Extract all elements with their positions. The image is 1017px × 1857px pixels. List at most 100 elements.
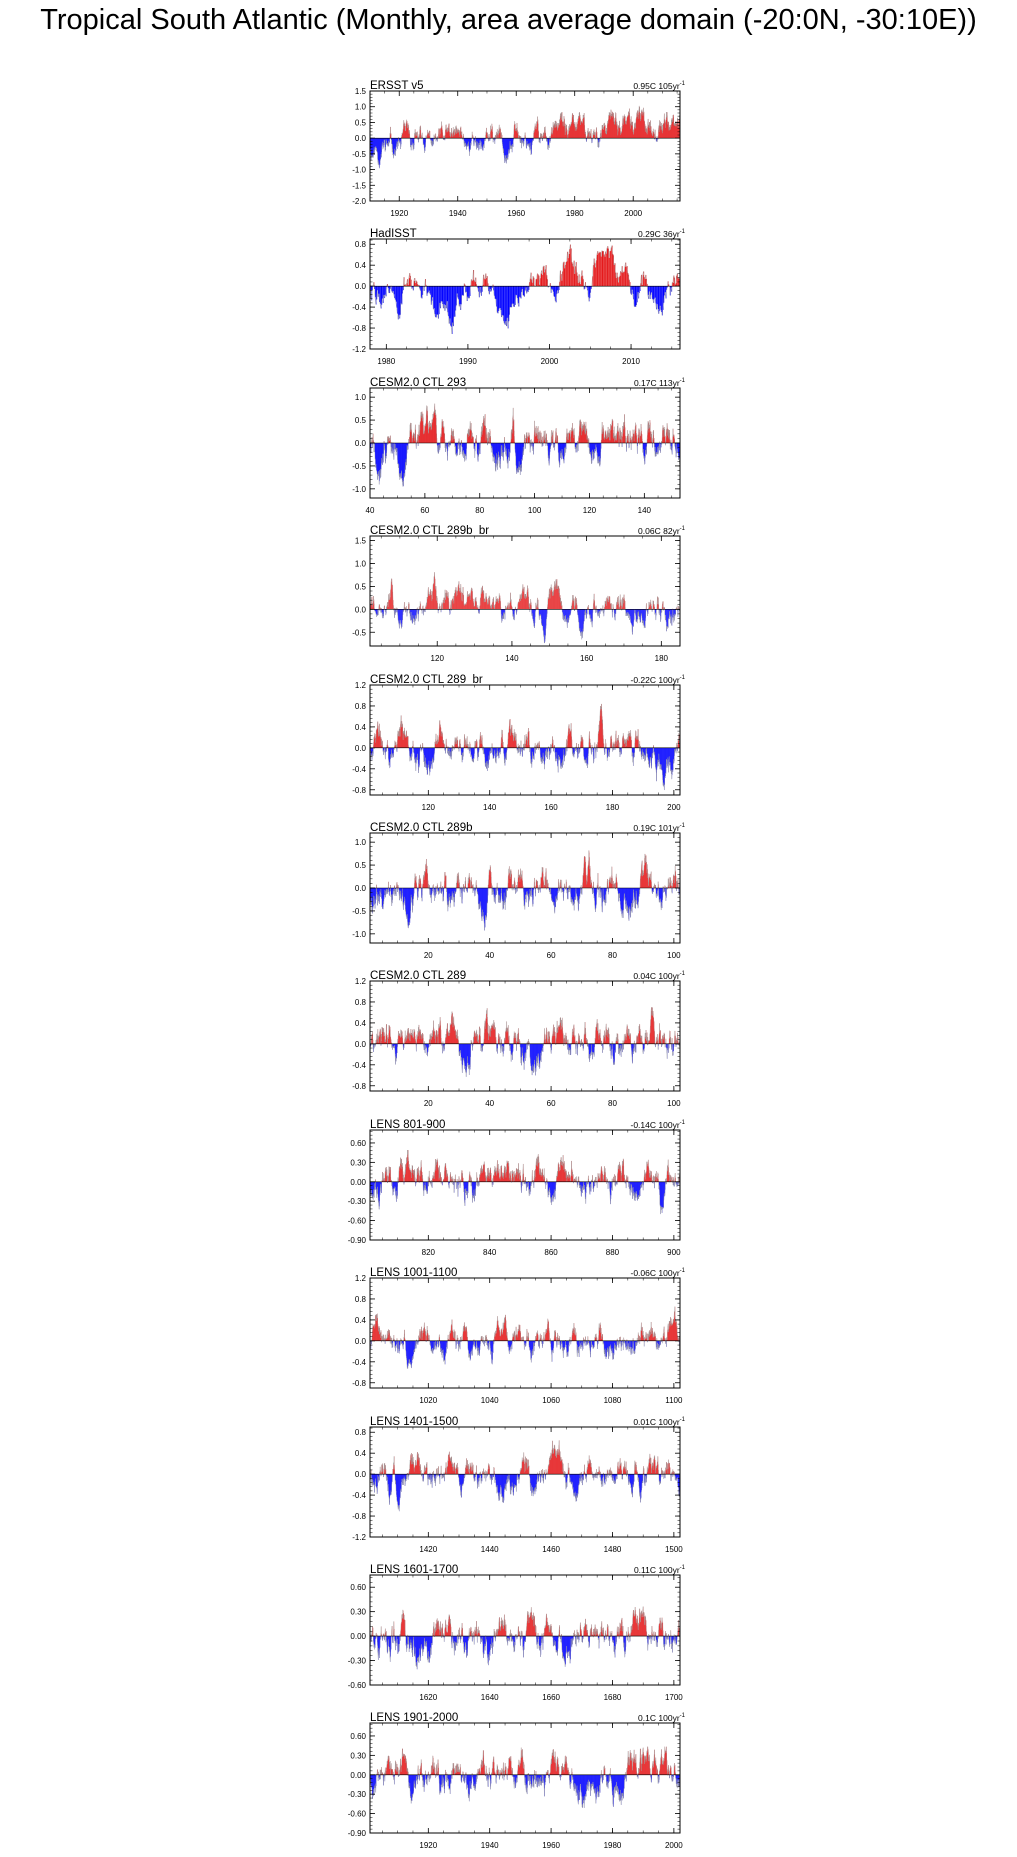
anomaly-bar bbox=[557, 286, 559, 291]
anomaly-bar bbox=[576, 272, 578, 287]
anomaly-bar bbox=[446, 286, 447, 309]
panel-title: CESM2.0 CTL 289b_br bbox=[370, 525, 490, 538]
anomaly-bar bbox=[443, 286, 444, 309]
anomaly-bar bbox=[432, 286, 434, 298]
anomaly-bar bbox=[601, 256, 602, 287]
anomaly-bar bbox=[619, 276, 621, 287]
anomaly-bar bbox=[570, 244, 571, 287]
anomaly-bar bbox=[640, 283, 642, 287]
anomaly-bar bbox=[387, 284, 388, 287]
anomaly-bar bbox=[624, 267, 626, 287]
anomaly-bar bbox=[431, 286, 432, 306]
anomaly-bar bbox=[436, 286, 438, 315]
anomaly-bar bbox=[638, 286, 640, 299]
anomaly-bar bbox=[558, 286, 560, 291]
anomaly-bar bbox=[491, 286, 492, 291]
x-tick-label: 60 bbox=[420, 506, 429, 515]
chart-plot: -0.5 0.0 0.5 1.0 1.5 120 140 160 180 bbox=[352, 535, 681, 663]
y-tick-label: -0.5 bbox=[352, 462, 366, 471]
anomaly-bar bbox=[416, 282, 418, 287]
anomaly-bar bbox=[455, 286, 457, 311]
x-tick-label: 160 bbox=[580, 654, 594, 663]
anomaly-bar bbox=[468, 286, 470, 299]
anomaly-bar bbox=[454, 286, 456, 318]
anomaly-bar bbox=[411, 286, 413, 290]
anomaly-bar bbox=[370, 286, 372, 291]
anomaly-bar bbox=[578, 274, 580, 287]
anomaly-bar bbox=[412, 286, 414, 288]
anomaly-bar bbox=[456, 286, 458, 294]
anomaly-bar bbox=[470, 285, 472, 287]
chart-plot: -2.0 -1.5 -1.0 -0.5 0.0 0.5 1.0 1.5 1920 1940 1960… bbox=[352, 87, 681, 218]
anomaly-bar bbox=[647, 286, 649, 296]
y-tick-label: -0.8 bbox=[352, 324, 366, 333]
y-tick-label: 1.0 bbox=[355, 103, 367, 112]
y-tick-label: 0.0 bbox=[355, 606, 367, 615]
anomaly-bar bbox=[603, 251, 604, 287]
anomaly-bar bbox=[604, 257, 606, 287]
anomaly-bar bbox=[420, 286, 421, 292]
anomaly-bar bbox=[499, 286, 501, 309]
x-tick-label: 2010 bbox=[622, 357, 640, 366]
anomaly-bar bbox=[568, 258, 569, 287]
anomaly-bar bbox=[431, 286, 433, 301]
anomaly-bar bbox=[599, 252, 601, 287]
anomaly-bar bbox=[590, 286, 592, 294]
panel-trend-label: 0.17C 113yr-1 bbox=[634, 378, 685, 388]
anomaly-bar bbox=[507, 286, 508, 319]
anomaly-bar bbox=[625, 263, 627, 287]
anomaly-bar bbox=[629, 280, 630, 287]
anomaly-bar bbox=[504, 286, 506, 326]
x-tick-label: 120 bbox=[431, 654, 445, 663]
anomaly-bar bbox=[378, 286, 380, 295]
anomaly-bar bbox=[568, 254, 570, 287]
y-tick-label: 1.0 bbox=[355, 393, 367, 402]
anomaly-bar bbox=[499, 286, 500, 309]
y-tick-label: 0.5 bbox=[355, 118, 367, 127]
anomaly-bar bbox=[509, 286, 511, 308]
anomaly-bar bbox=[448, 286, 450, 324]
x-tick-label: 2000 bbox=[541, 357, 559, 366]
anomaly-bar bbox=[508, 286, 510, 322]
anomaly-bar bbox=[483, 275, 485, 287]
anomaly-bar bbox=[471, 281, 473, 287]
anomaly-bar bbox=[563, 262, 565, 287]
anomaly-bar bbox=[561, 281, 563, 287]
anomaly-bar bbox=[429, 286, 431, 294]
anomaly-bar bbox=[436, 286, 437, 318]
anomaly-bar bbox=[541, 270, 543, 287]
anomaly-bar bbox=[539, 285, 541, 287]
anomaly-bar bbox=[437, 286, 439, 316]
anomaly-bar bbox=[498, 286, 500, 312]
anomaly-bar bbox=[394, 286, 396, 299]
anomaly-bar bbox=[654, 286, 655, 300]
anomaly-bar bbox=[635, 286, 637, 308]
anomaly-bar bbox=[594, 263, 596, 287]
y-tick-label: -0.5 bbox=[352, 150, 366, 159]
trend-exponent: -1 bbox=[679, 526, 685, 533]
panel-trend-label: 0.06C 82yr-1 bbox=[638, 526, 685, 536]
anomaly-bar bbox=[627, 273, 629, 287]
anomaly-bar bbox=[396, 286, 398, 309]
x-tick-label: 100 bbox=[528, 506, 542, 515]
y-tick-label: -2.0 bbox=[352, 197, 366, 206]
trend-value: 0.06C bbox=[638, 526, 661, 537]
y-tick-label: -1.5 bbox=[352, 181, 366, 190]
anomaly-bar bbox=[586, 286, 587, 288]
anomaly-bar bbox=[387, 286, 389, 289]
anomaly-bar bbox=[609, 251, 611, 287]
trend-period: 113yr bbox=[659, 377, 680, 388]
anomaly-bar bbox=[540, 274, 542, 287]
trend-period: 82yr bbox=[663, 526, 680, 537]
anomaly-bar bbox=[438, 286, 439, 319]
anomaly-bar bbox=[628, 274, 630, 287]
anomaly-bar bbox=[473, 270, 475, 287]
anomaly-bar bbox=[522, 286, 523, 290]
anomaly-bar bbox=[562, 271, 564, 287]
anomaly-bar bbox=[670, 286, 672, 289]
anomaly-bar bbox=[622, 273, 624, 287]
anomaly-bar bbox=[446, 286, 448, 302]
anomaly-bar bbox=[478, 286, 480, 293]
anomaly-bars bbox=[370, 244, 680, 335]
anomaly-bar bbox=[531, 279, 533, 287]
